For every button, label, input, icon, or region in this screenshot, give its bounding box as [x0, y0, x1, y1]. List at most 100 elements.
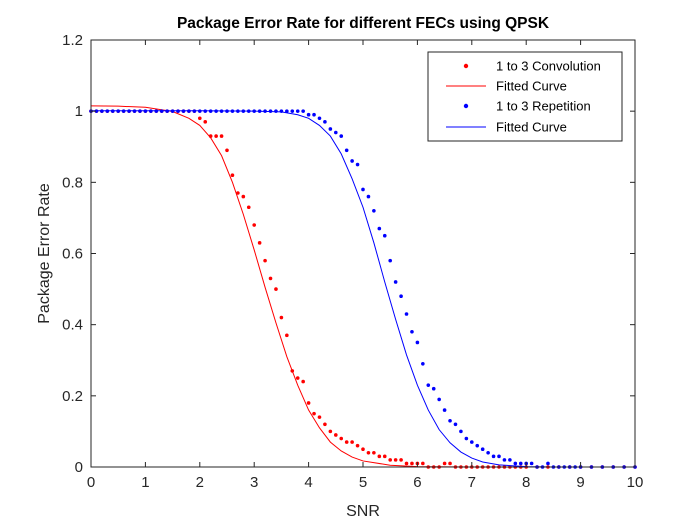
y-tick-label: 1.2 [62, 32, 83, 49]
legend-box [427, 51, 623, 142]
data-point [306, 401, 311, 405]
data-point [257, 241, 262, 245]
data-point [334, 433, 338, 437]
data-point [459, 429, 463, 434]
series-1 [90, 105, 635, 468]
data-point [382, 233, 387, 238]
x-tick-label: 7 [468, 474, 476, 491]
data-point [372, 450, 376, 455]
data-point [448, 418, 452, 423]
data-point [317, 116, 322, 121]
fitted-curve-line [90, 105, 635, 468]
data-point [546, 461, 550, 466]
data-point [268, 276, 273, 281]
data-point [513, 461, 518, 466]
y-tick-label: 0.6 [62, 246, 83, 263]
data-point [334, 130, 338, 135]
legend-label-convolution: 1 to 3 Convolution [496, 59, 601, 74]
y-tick-label: 0.4 [62, 317, 83, 334]
data-point [241, 194, 246, 199]
data-point [529, 461, 534, 466]
data-point [312, 112, 316, 117]
data-point [198, 116, 202, 121]
legend-label-repetition: 1 to 3 Repetition [496, 99, 591, 114]
data-point [361, 447, 365, 452]
data-point [437, 397, 441, 402]
data-point [464, 436, 469, 441]
fitted-curve-line [91, 110, 635, 468]
data-point [285, 109, 289, 113]
data-point [350, 159, 354, 163]
data-point [344, 148, 349, 153]
y-tick-label: 0.2 [62, 388, 83, 405]
data-point [306, 112, 311, 117]
data-point [317, 415, 322, 419]
data-point [263, 258, 267, 263]
data-point [279, 315, 284, 320]
data-point [312, 411, 316, 416]
data-point [274, 109, 278, 113]
data-point [366, 194, 371, 199]
chart-title: Package Error Rate for different FECs us… [177, 15, 550, 32]
data-point [442, 408, 447, 412]
data-point [399, 294, 403, 299]
data-point [453, 422, 458, 427]
data-point [328, 127, 333, 131]
x-tick-label: 3 [250, 474, 258, 491]
data-point [410, 329, 414, 334]
data-point [388, 258, 393, 263]
data-point [372, 209, 376, 213]
x-tick-label: 4 [304, 474, 312, 491]
x-tick-label: 5 [359, 474, 367, 491]
data-point [377, 454, 382, 459]
data-point [366, 450, 371, 455]
data-point [225, 148, 229, 153]
y-tick-label: 0 [75, 459, 83, 476]
data-point [382, 454, 387, 459]
data-point [355, 443, 360, 448]
data-point [377, 226, 382, 231]
data-point [426, 383, 431, 387]
y-tick-label: 0.8 [62, 174, 83, 191]
x-tick-label: 10 [627, 474, 644, 491]
x-tick-label: 9 [576, 474, 584, 491]
x-tick-label: 1 [141, 474, 149, 491]
data-point [508, 458, 512, 462]
data-point [350, 440, 354, 444]
x-tick-label: 8 [522, 474, 530, 491]
data-point [518, 461, 523, 466]
x-tick-label: 2 [196, 474, 204, 491]
data-point [301, 109, 305, 113]
data-point [415, 340, 420, 345]
data-point [203, 120, 208, 124]
legend-label-fitted-red: Fitted Curve [496, 79, 567, 94]
data-point [404, 461, 409, 466]
data-point [274, 287, 278, 291]
data-point [475, 443, 480, 448]
series-3 [91, 110, 635, 468]
x-tick-label: 0 [87, 474, 95, 491]
y-axis: 0 0.2 0.4 0.6 0.8 1 1.2 [62, 32, 635, 476]
data-point [470, 440, 474, 444]
x-axis: 0 1 2 3 4 5 6 7 8 9 10 [87, 40, 644, 491]
data-point [252, 223, 256, 227]
y-axis-label: Package Error Rate [36, 183, 53, 324]
data-point [285, 333, 289, 338]
data-point [214, 134, 218, 138]
x-tick-label: 6 [413, 474, 421, 491]
data-point [404, 312, 409, 316]
data-point [323, 422, 327, 427]
data-point [230, 173, 235, 178]
data-point [236, 191, 240, 195]
legend-label-fitted-blue: Fitted Curve [496, 120, 567, 135]
data-point [497, 454, 501, 459]
data-point [344, 440, 349, 444]
data-point [295, 376, 300, 380]
data-point [399, 458, 403, 462]
data-point [410, 461, 414, 466]
data-point [301, 379, 305, 384]
data-point [431, 386, 436, 391]
legend: 1 to 3 Convolution Fitted Curve 1 to 3 R… [427, 51, 623, 142]
data-point [246, 205, 251, 210]
